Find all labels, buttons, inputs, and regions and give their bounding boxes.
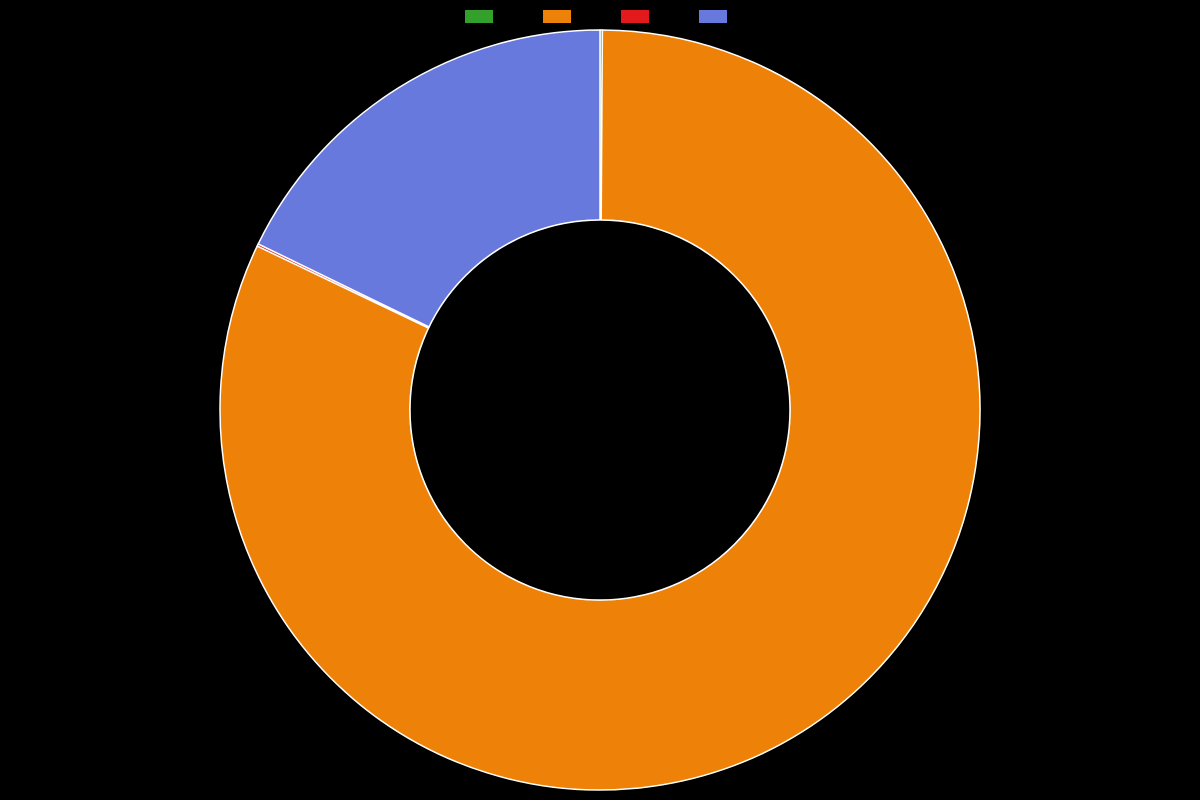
legend-item-0: [465, 10, 501, 23]
donut-chart: [218, 28, 982, 792]
legend-swatch-2: [621, 10, 649, 23]
legend-swatch-0: [465, 10, 493, 23]
legend-item-1: [543, 10, 579, 23]
chart-stage: [0, 0, 1200, 800]
donut-svg: [218, 28, 982, 792]
legend-swatch-3: [699, 10, 727, 23]
legend-item-2: [621, 10, 657, 23]
legend: [0, 10, 1200, 23]
legend-item-3: [699, 10, 735, 23]
donut-hole: [410, 220, 790, 600]
legend-swatch-1: [543, 10, 571, 23]
